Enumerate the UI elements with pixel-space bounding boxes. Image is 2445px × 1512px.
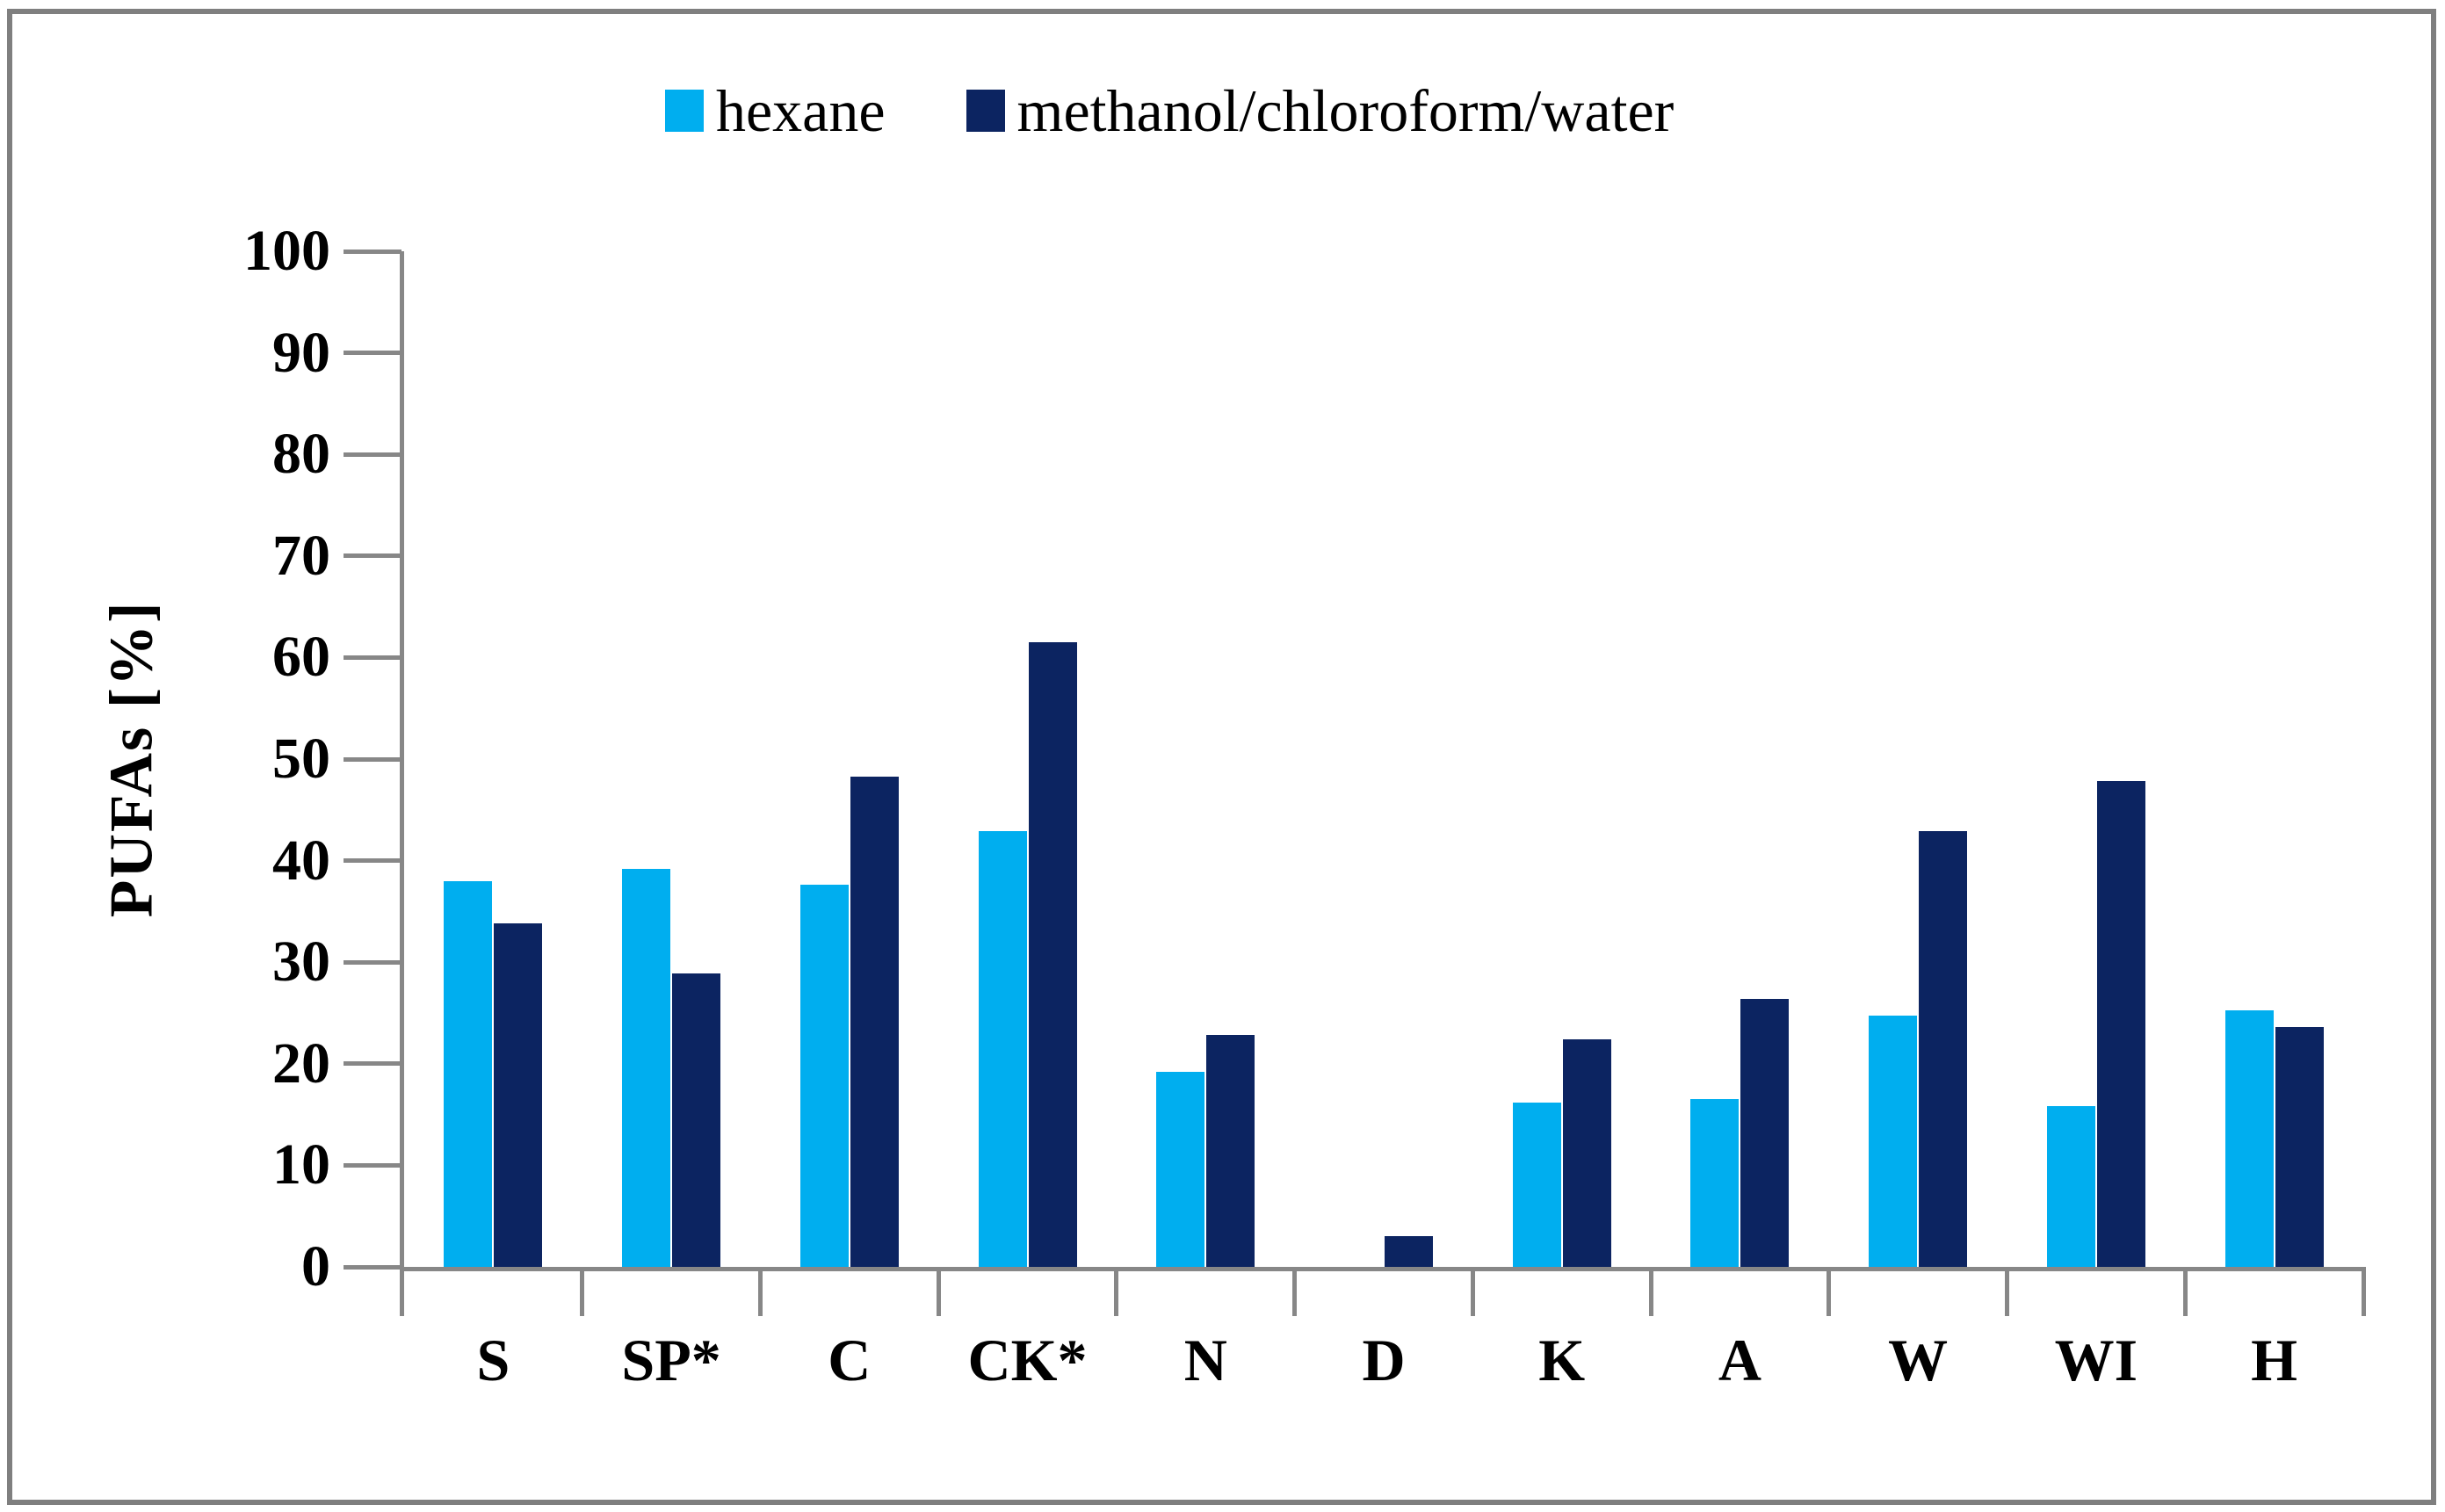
- legend-swatch-methanol-chloroform-water-icon: [966, 90, 1005, 132]
- x-category-label-WI: WI: [2054, 1327, 2138, 1393]
- bar-hexane-CK*: [978, 831, 1027, 1267]
- bar-mcw-A: [1740, 998, 1790, 1267]
- y-tick-mark: [344, 249, 401, 254]
- plot-area: 0 10 20 30 40 50 60 70 80 90 100 S SP* C CK* N D K A W WI H: [243, 222, 2366, 1390]
- x-category-label-W: W: [1888, 1327, 1949, 1393]
- x-category-label-D: D: [1362, 1327, 1406, 1393]
- legend-label-hexane: hexane: [716, 77, 886, 144]
- x-tick-mark: [400, 1267, 404, 1316]
- y-tick-mark: [344, 1264, 401, 1270]
- bar-mcw-H: [2275, 1027, 2324, 1267]
- y-tick-mark: [344, 1162, 401, 1168]
- bar-mcw-C: [850, 776, 899, 1267]
- bar-hexane-W: [1869, 1016, 1918, 1267]
- x-category-label-H: H: [2251, 1327, 2298, 1393]
- x-tick-mark: [580, 1267, 585, 1316]
- y-tick-mark: [344, 655, 401, 660]
- legend-swatch-hexane-icon: [665, 90, 704, 132]
- x-tick-mark: [757, 1267, 763, 1316]
- x-tick-mark: [2361, 1267, 2366, 1316]
- bar-hexane-K: [1512, 1102, 1561, 1267]
- bar-mcw-N: [1206, 1035, 1255, 1267]
- x-category-label-C: C: [828, 1327, 872, 1393]
- bar-mcw-K: [1562, 1039, 1611, 1267]
- x-tick-mark: [1114, 1267, 1119, 1316]
- bar-mcw-CK*: [1028, 642, 1077, 1267]
- figure-border: [7, 9, 2436, 1505]
- y-tick-label: 90: [272, 320, 330, 385]
- bar-mcw-S: [494, 923, 543, 1267]
- x-category-label-N: N: [1183, 1327, 1227, 1393]
- x-tick-mark: [1827, 1267, 1832, 1316]
- legend-label-methanol-chloroform-water: methanol/chloroform/water: [1016, 77, 1675, 144]
- x-category-label-K: K: [1538, 1327, 1586, 1393]
- y-tick-mark: [344, 452, 401, 457]
- y-tick-label: 20: [272, 1031, 330, 1096]
- bar-hexane-C: [799, 885, 849, 1267]
- x-tick-mark: [2005, 1267, 2010, 1316]
- x-tick-mark: [2182, 1267, 2188, 1316]
- y-tick-mark: [344, 959, 401, 965]
- y-axis-title: PUFAs [%]: [98, 600, 166, 918]
- x-category-label-A: A: [1718, 1327, 1762, 1393]
- y-tick-label: 30: [272, 930, 330, 995]
- y-tick-label: 50: [272, 727, 330, 791]
- x-category-label-S: S: [476, 1327, 510, 1393]
- x-tick-mark: [1470, 1267, 1475, 1316]
- y-tick-label: 100: [243, 219, 330, 283]
- bar-mcw-WI: [2096, 781, 2145, 1267]
- y-tick-label: 10: [272, 1132, 330, 1197]
- x-tick-mark: [936, 1267, 941, 1316]
- y-tick-label: 60: [272, 625, 330, 690]
- y-tick-label: 80: [272, 422, 330, 487]
- bar-mcw-D: [1385, 1236, 1433, 1267]
- y-tick-mark: [344, 756, 401, 762]
- bar-mcw-SP*: [672, 973, 721, 1267]
- y-tick-mark: [344, 858, 401, 864]
- bar-hexane-N: [1156, 1072, 1205, 1267]
- y-tick-label: 70: [272, 523, 330, 588]
- y-tick-mark: [344, 553, 401, 559]
- bar-hexane-H: [2224, 1009, 2274, 1267]
- bar-mcw-W: [1919, 831, 1968, 1267]
- legend-item-methanol-chloroform-water: methanol/chloroform/water: [966, 77, 1675, 144]
- x-category-label-CK*: CK*: [967, 1327, 1088, 1393]
- bar-hexane-S: [444, 880, 493, 1267]
- x-category-label-SP*: SP*: [621, 1327, 721, 1393]
- y-axis-title-box: PUFAs [%]: [88, 251, 176, 1267]
- x-tick-mark: [1292, 1267, 1298, 1316]
- legend-item-hexane: hexane: [665, 81, 886, 141]
- x-tick-mark: [1648, 1267, 1653, 1316]
- legend: hexane methanol/chloroform/water: [665, 81, 1674, 141]
- y-tick-label: 40: [272, 828, 330, 893]
- y-tick-mark: [344, 1061, 401, 1067]
- y-tick-label: 0: [301, 1234, 330, 1299]
- bar-hexane-SP*: [622, 868, 671, 1267]
- y-tick-mark: [344, 351, 401, 356]
- bar-hexane-A: [1690, 1099, 1740, 1267]
- bar-hexane-WI: [2046, 1106, 2095, 1267]
